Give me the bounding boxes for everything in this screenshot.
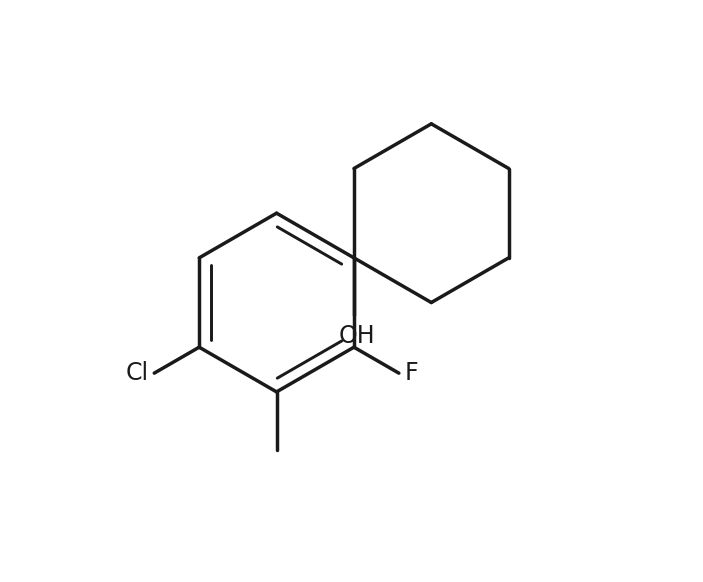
Text: Cl: Cl (125, 361, 148, 385)
Text: F: F (405, 361, 418, 385)
Text: OH: OH (339, 324, 375, 348)
